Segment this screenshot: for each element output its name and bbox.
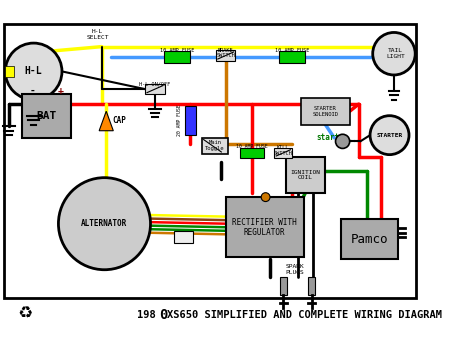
FancyBboxPatch shape bbox=[285, 157, 325, 193]
Text: start: start bbox=[316, 133, 339, 142]
Circle shape bbox=[261, 193, 270, 202]
Text: H-L: H-L bbox=[25, 66, 43, 76]
FancyBboxPatch shape bbox=[308, 277, 315, 294]
Text: SPARK
PLUGS: SPARK PLUGS bbox=[285, 264, 304, 275]
FancyBboxPatch shape bbox=[216, 50, 236, 61]
Text: ALTERNATOR: ALTERNATOR bbox=[82, 219, 128, 228]
Text: 0: 0 bbox=[159, 308, 168, 322]
Text: Pamco: Pamco bbox=[351, 233, 388, 246]
Text: H-L
SELECT: H-L SELECT bbox=[86, 29, 109, 40]
Text: ♻: ♻ bbox=[18, 302, 31, 322]
Text: BRAKE
SWITCH: BRAKE SWITCH bbox=[216, 48, 235, 58]
FancyBboxPatch shape bbox=[22, 93, 71, 138]
Text: H-L ON/OFF: H-L ON/OFF bbox=[139, 81, 171, 86]
FancyBboxPatch shape bbox=[341, 219, 398, 259]
Text: XS650 SIMPLIFIED AND COMPLETE WIRING DIAGRAM: XS650 SIMPLIFIED AND COMPLETE WIRING DIA… bbox=[167, 310, 442, 320]
FancyBboxPatch shape bbox=[184, 105, 196, 135]
FancyBboxPatch shape bbox=[173, 231, 193, 243]
FancyBboxPatch shape bbox=[3, 23, 416, 298]
FancyBboxPatch shape bbox=[280, 277, 287, 294]
Circle shape bbox=[58, 178, 151, 270]
Text: -: - bbox=[30, 86, 36, 96]
Circle shape bbox=[370, 116, 409, 155]
Text: IGNITION
COIL: IGNITION COIL bbox=[291, 170, 320, 180]
FancyBboxPatch shape bbox=[145, 84, 164, 94]
Text: Main
Toggle: Main Toggle bbox=[205, 140, 225, 151]
Text: 20 AMP FUSE: 20 AMP FUSE bbox=[177, 104, 182, 136]
Circle shape bbox=[373, 33, 415, 75]
Text: 198: 198 bbox=[137, 310, 156, 320]
FancyBboxPatch shape bbox=[301, 98, 350, 125]
FancyBboxPatch shape bbox=[274, 148, 292, 158]
Circle shape bbox=[336, 134, 350, 148]
FancyBboxPatch shape bbox=[5, 66, 14, 77]
Text: 10 AMP FUSE: 10 AMP FUSE bbox=[160, 48, 194, 54]
Text: TAIL
LIGHT: TAIL LIGHT bbox=[386, 48, 405, 59]
Text: 10 AMP FUSE: 10 AMP FUSE bbox=[275, 48, 310, 54]
FancyBboxPatch shape bbox=[240, 148, 264, 158]
Text: 10 AMP FUSE: 10 AMP FUSE bbox=[237, 145, 268, 149]
FancyBboxPatch shape bbox=[279, 51, 305, 63]
Text: BAT: BAT bbox=[36, 111, 56, 121]
FancyBboxPatch shape bbox=[164, 51, 190, 63]
Text: CAP: CAP bbox=[113, 116, 127, 125]
Polygon shape bbox=[99, 111, 113, 131]
Text: STARTER
SOLENOID: STARTER SOLENOID bbox=[312, 106, 338, 117]
Text: STARTER: STARTER bbox=[376, 133, 402, 138]
Text: RECTIFIER WITH
REGULATOR: RECTIFIER WITH REGULATOR bbox=[232, 218, 297, 237]
FancyBboxPatch shape bbox=[202, 138, 228, 154]
Circle shape bbox=[5, 43, 62, 100]
Text: KILL
SWITCH: KILL SWITCH bbox=[274, 145, 292, 156]
FancyBboxPatch shape bbox=[226, 197, 304, 257]
Text: +: + bbox=[57, 86, 63, 96]
